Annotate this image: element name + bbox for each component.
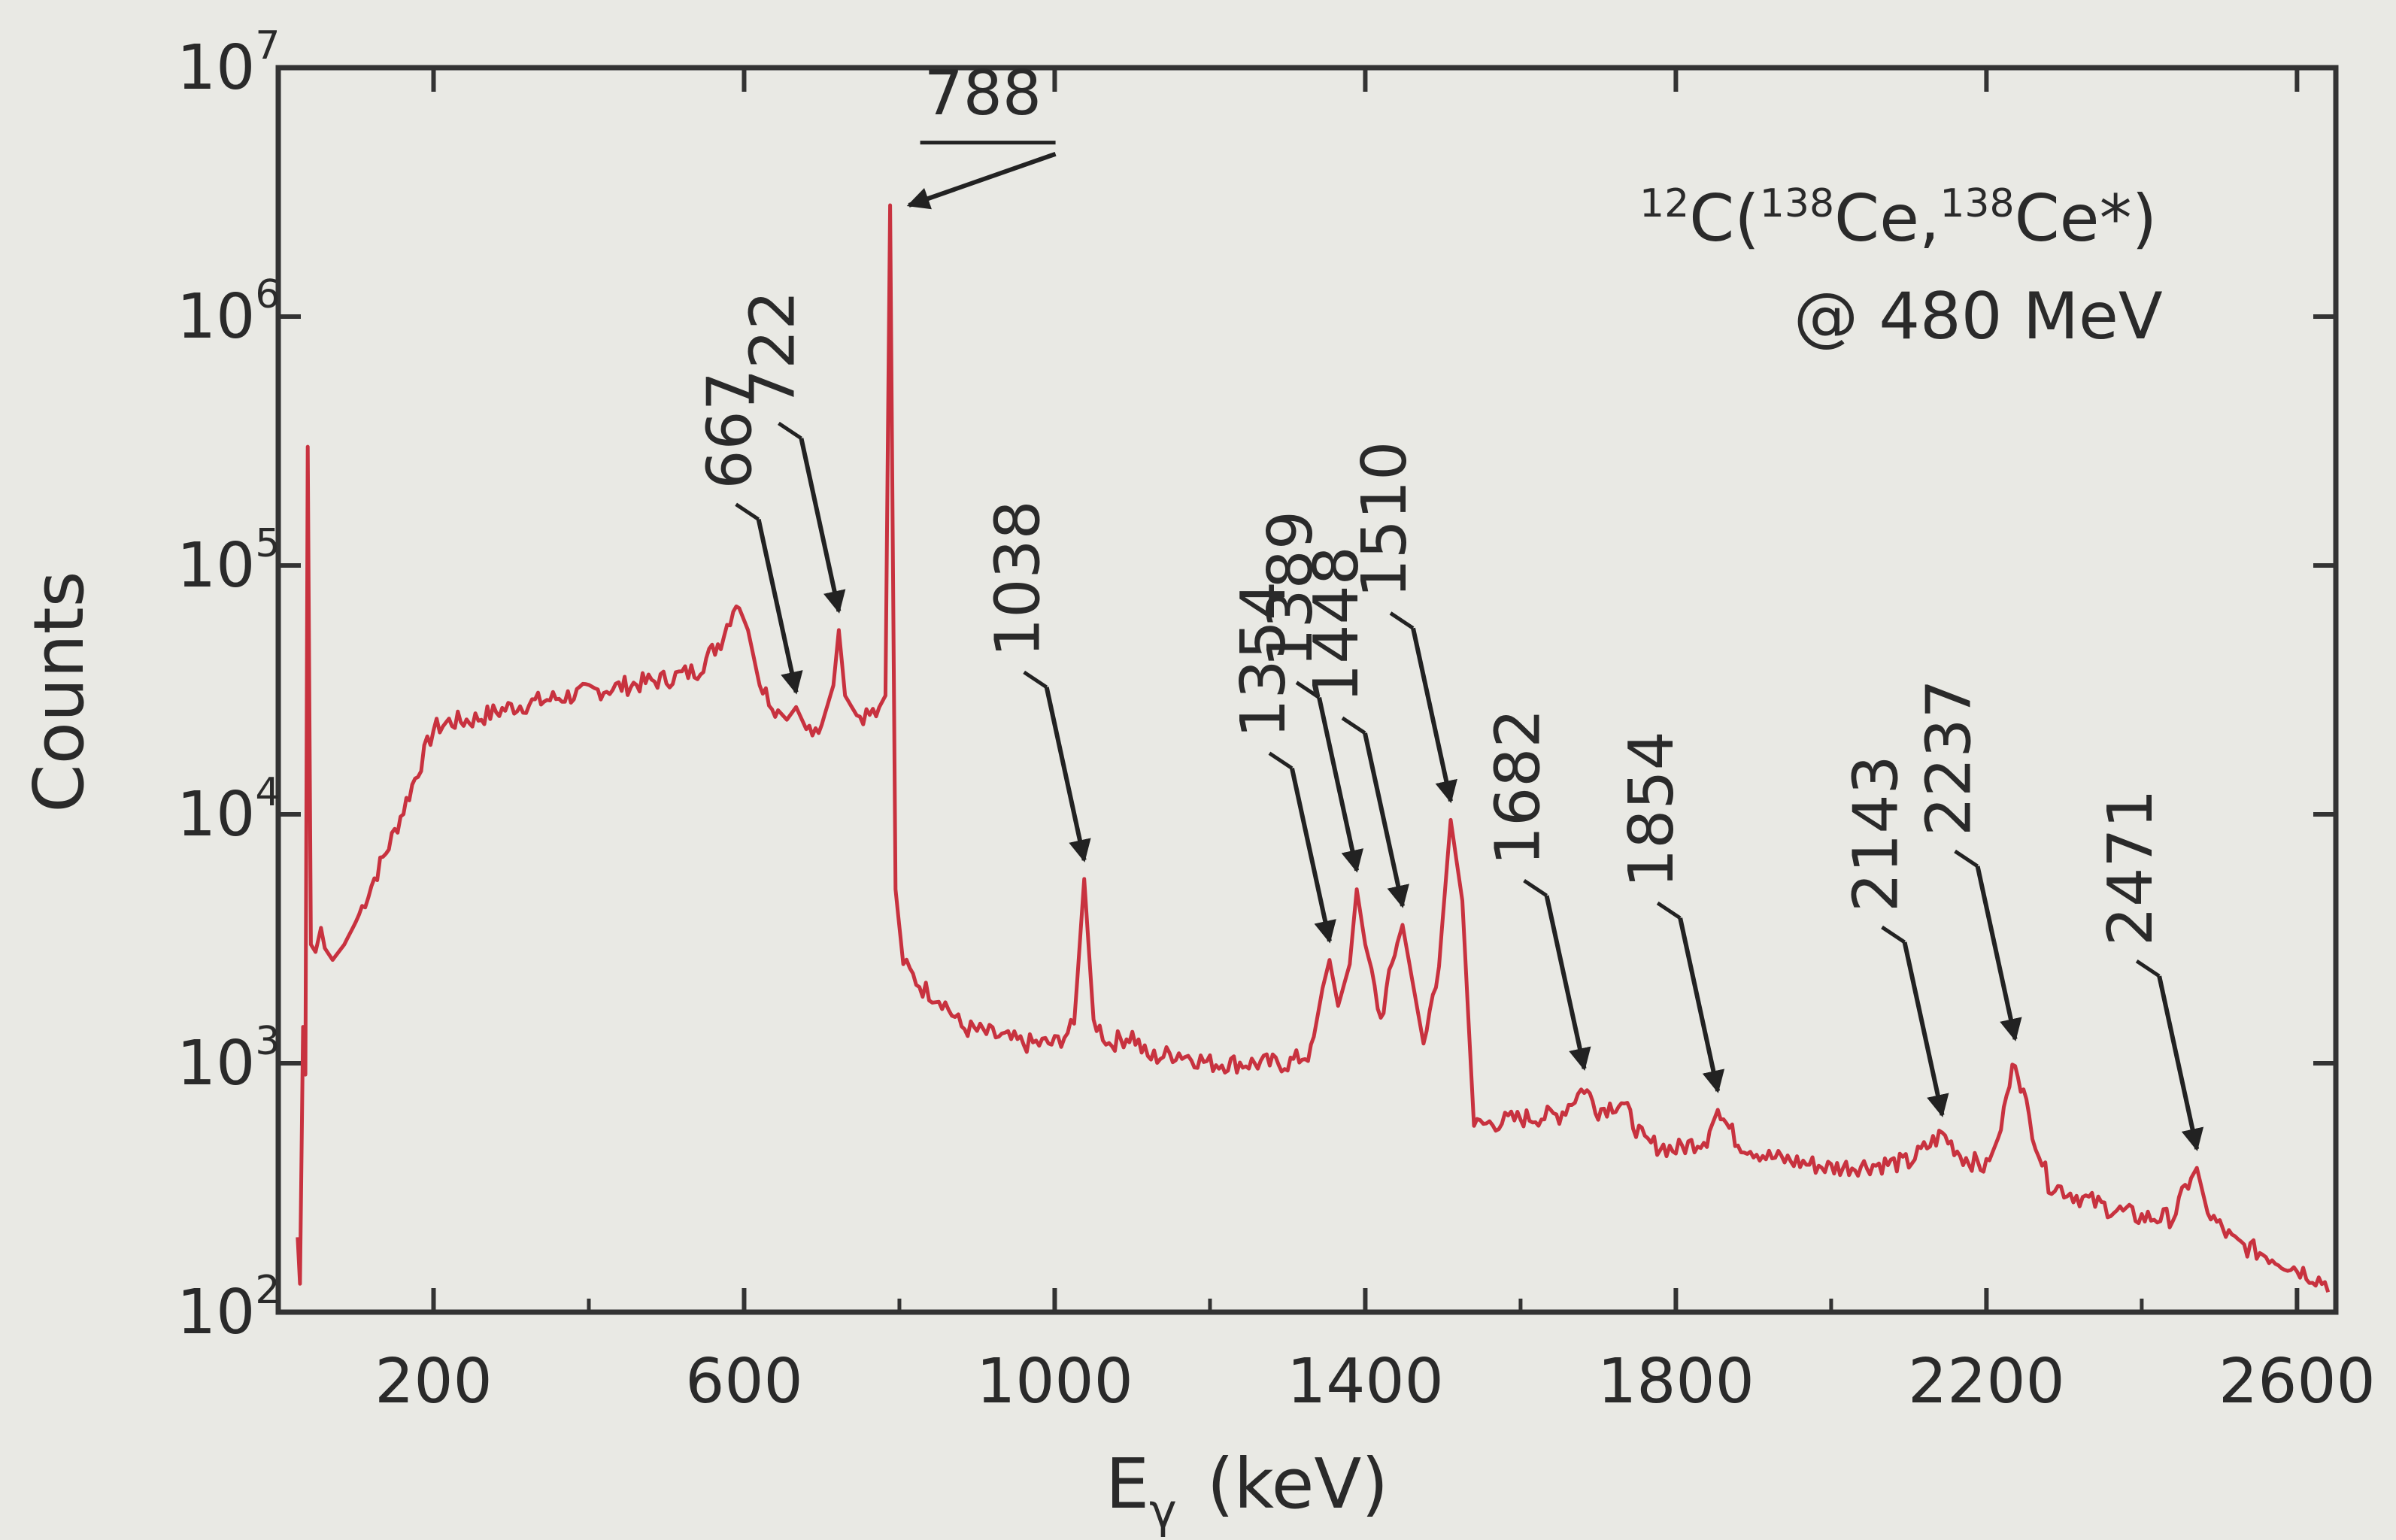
x-axis-title-subscript: γ <box>1149 1484 1177 1538</box>
peak-leader-1389 <box>1295 681 1321 699</box>
y-tick-label-0: 102 <box>177 1268 280 1348</box>
peak-leader-1354 <box>1268 751 1294 770</box>
peak-arrow-2143 <box>1902 941 1949 1117</box>
y-tick-label-3: 105 <box>177 521 280 602</box>
peak-label-1448: 1448 <box>1301 546 1372 703</box>
peak-leader-1510 <box>1389 611 1415 630</box>
x-tick-labels: 200 600 1000 1400 1800 2200 2600 <box>375 1346 2375 1417</box>
peak-arrow-1448 <box>1363 732 1409 908</box>
x-tick-label-5: 2200 <box>1908 1346 2065 1417</box>
reaction-sup-12: 12 <box>1639 181 1689 226</box>
x-tick-label-3: 1400 <box>1287 1346 1444 1417</box>
reaction-part-c: Ce*) <box>2015 181 2158 256</box>
reaction-part-b: Ce, <box>1834 181 1940 256</box>
x-axis-title-unit: (keV) <box>1207 1444 1388 1524</box>
x-tick-label-1: 600 <box>685 1346 803 1417</box>
peak-arrow-1510 <box>1411 627 1457 804</box>
peak-arrow-1682 <box>1544 895 1591 1072</box>
peak-leader-722 <box>778 421 802 441</box>
x-tick-label-2: 1000 <box>976 1346 1133 1417</box>
peak-label-1038: 1038 <box>983 500 1054 657</box>
peak-label-722: 722 <box>737 290 808 408</box>
peak-leader-1038 <box>1023 670 1048 690</box>
peak-leader-1854 <box>1656 901 1682 920</box>
peak-arrow-722 <box>799 438 846 614</box>
x-axis-title-symbol: E <box>1105 1444 1149 1524</box>
peak-label-1389: 1389 <box>1255 511 1327 668</box>
y-tick-label-4: 106 <box>177 272 280 353</box>
x-tick-label-0: 200 <box>375 1346 493 1417</box>
x-tick-label-4: 1800 <box>1597 1346 1755 1417</box>
peak-arrow-788 <box>906 151 1057 210</box>
peak-label-1354: 1354 <box>1228 581 1300 738</box>
peak-arrow-2237 <box>1975 865 2022 1041</box>
peak-label-1682: 1682 <box>1483 708 1554 865</box>
peak-arrow-2471 <box>2157 975 2204 1152</box>
peak-leader-2471 <box>2135 959 2161 978</box>
axis-ticks <box>278 65 2336 1314</box>
peak-label-788: 788 <box>924 58 1042 129</box>
peak-label-2471: 2471 <box>2095 789 2167 946</box>
y-tick-label-1: 103 <box>177 1019 280 1099</box>
spectrum-line <box>296 203 2331 1293</box>
peak-label-667: 667 <box>695 371 766 490</box>
peak-label-2237: 2237 <box>1914 679 1985 836</box>
x-tick-label-6: 2600 <box>2219 1346 2376 1417</box>
y-tick-label-5: 107 <box>177 23 280 104</box>
peak-leader-667 <box>735 502 760 521</box>
x-axis-title: Eγ (keV) <box>1105 1444 1388 1538</box>
peak-label-1854: 1854 <box>1616 731 1688 888</box>
reaction-annotation: 12C(138Ce,138Ce*) <box>1639 181 2157 256</box>
peak-leader-2237 <box>1954 849 1979 869</box>
peak-label-2143: 2143 <box>1841 755 1912 912</box>
y-tick-label-2: 104 <box>177 770 280 850</box>
reaction-sup-138-a: 138 <box>1760 181 1834 226</box>
peak-arrow-1854 <box>1678 917 1725 1093</box>
reaction-sup-138-b: 138 <box>1940 181 2014 226</box>
peak-arrow-1354 <box>1290 768 1336 944</box>
peak-label-1510: 1510 <box>1349 441 1421 599</box>
y-axis-title: Counts <box>19 571 99 812</box>
peak-leader-1448 <box>1341 716 1366 735</box>
plot-frame <box>275 65 2339 1315</box>
peak-arrow-1038 <box>1044 687 1091 862</box>
reaction-part-a: C( <box>1689 181 1760 256</box>
peak-arrow-667 <box>756 519 803 695</box>
peak-leader-2143 <box>1881 925 1906 944</box>
peak-arrow-1389 <box>1317 697 1363 873</box>
peak-leader-1682 <box>1523 878 1548 898</box>
y-tick-labels: 102 103 104 105 106 107 <box>177 23 280 1348</box>
beam-energy-annotation: @ 480 MeV <box>1794 279 2163 354</box>
